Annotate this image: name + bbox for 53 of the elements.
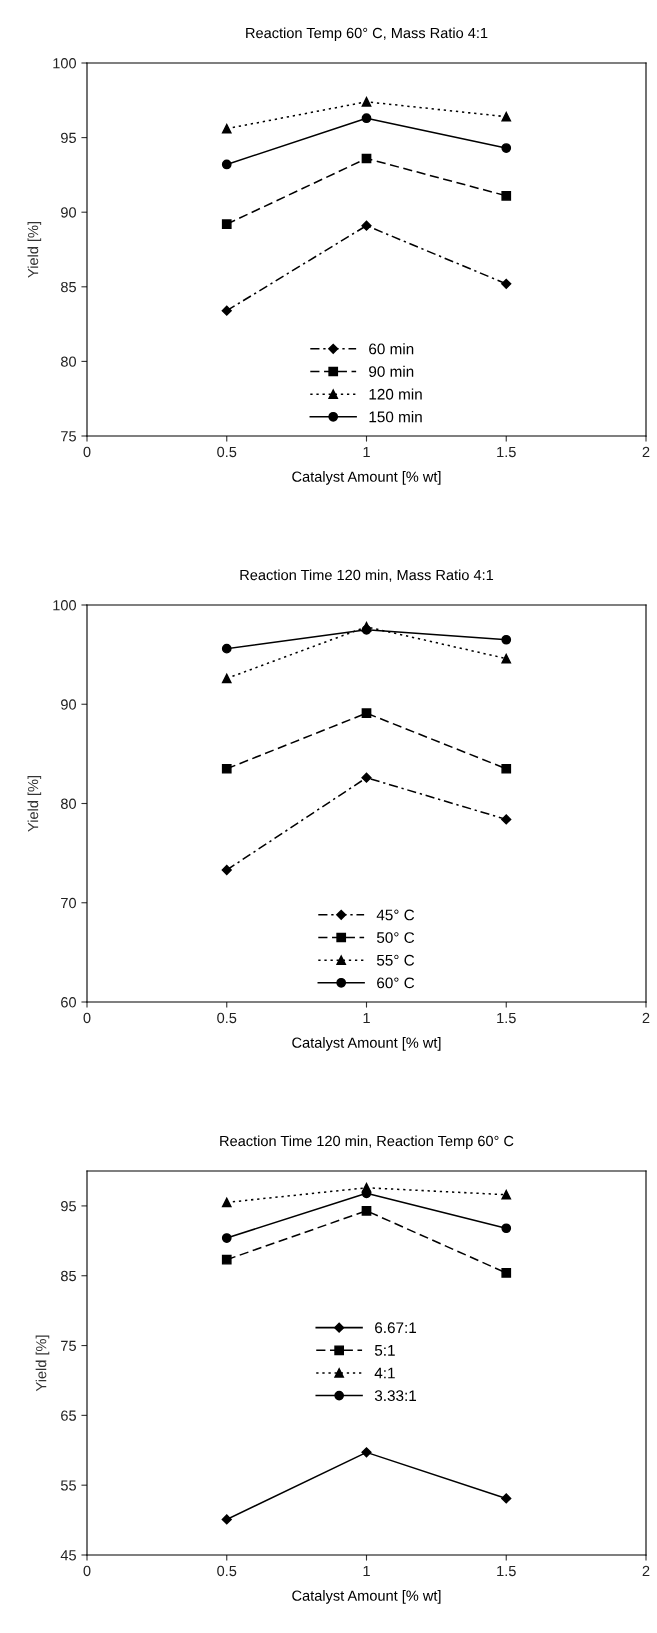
legend-label: 50° C bbox=[376, 932, 415, 943]
legend-label: 45° C bbox=[376, 909, 415, 921]
y-tick-label: 90 bbox=[61, 699, 77, 710]
y-tick-label: 80 bbox=[61, 356, 77, 367]
y-axis-title: Yield [%] bbox=[27, 222, 42, 278]
y-tick-label: 75 bbox=[61, 431, 76, 442]
y-tick-label: 100 bbox=[53, 58, 77, 69]
x-tick-label: 0 bbox=[83, 446, 91, 458]
chart-title: Reaction Time 120 min, Mass Ratio 4:1 bbox=[240, 569, 494, 582]
y-tick-label: 85 bbox=[61, 281, 76, 293]
legend-label: 150 min bbox=[369, 411, 422, 423]
legend-label: 4:1 bbox=[374, 1367, 395, 1379]
y-tick-label: 60 bbox=[61, 997, 77, 1008]
y-tick-label: 90 bbox=[61, 207, 77, 218]
x-tick-label: 1 bbox=[363, 1012, 370, 1023]
y-tick-label: 70 bbox=[61, 897, 77, 909]
legend-label: 60° C bbox=[377, 977, 415, 989]
x-tick-label: 0.5 bbox=[217, 446, 237, 458]
chart-title: Reaction Time 120 min, Reaction Temp 60° C bbox=[220, 1135, 514, 1150]
y-axis-title: Yield [%] bbox=[35, 1335, 50, 1392]
x-tick-label: 2 bbox=[642, 1012, 650, 1023]
x-axis-title: Catalyst Amount [% wt] bbox=[292, 1590, 441, 1604]
y-tick-label: 100 bbox=[53, 600, 77, 611]
x-tick-label: 1.5 bbox=[497, 1012, 516, 1024]
legend-label: 120 min bbox=[369, 388, 422, 400]
y-tick-label: 85 bbox=[61, 1270, 76, 1282]
y-tick-label: 65 bbox=[61, 1410, 76, 1421]
legend-label: 60 min bbox=[369, 343, 414, 355]
x-tick-label: 2 bbox=[642, 446, 650, 457]
y-axis-title: Yield [%] bbox=[27, 776, 42, 832]
x-tick-label: 0.5 bbox=[217, 1012, 237, 1024]
x-axis-title: Catalyst Amount [% wt] bbox=[292, 1037, 441, 1051]
y-tick-label: 55 bbox=[60, 1480, 76, 1491]
chart-title: Reaction Temp 60° C, Mass Ratio 4:1 bbox=[246, 27, 488, 42]
x-tick-label: 1 bbox=[363, 446, 370, 457]
x-tick-label: 0.5 bbox=[217, 1565, 237, 1577]
legend-label: 6.67:1 bbox=[375, 1322, 417, 1334]
y-tick-label: 95 bbox=[61, 132, 76, 144]
y-tick-label: 75 bbox=[61, 1340, 76, 1351]
legend-label: 5:1 bbox=[374, 1345, 395, 1356]
x-tick-label: 0 bbox=[83, 1565, 91, 1577]
x-tick-label: 2 bbox=[642, 1565, 650, 1576]
legend-label: 90 min bbox=[369, 365, 414, 377]
x-tick-label: 1.5 bbox=[497, 1565, 516, 1577]
legend-label: 3.33:1 bbox=[374, 1390, 417, 1402]
x-axis-title: Catalyst Amount [% wt] bbox=[292, 471, 441, 485]
x-tick-label: 1 bbox=[363, 1565, 370, 1576]
y-tick-label: 95 bbox=[61, 1201, 76, 1212]
legend-label: 55° C bbox=[376, 954, 415, 966]
x-tick-label: 0 bbox=[83, 1012, 91, 1024]
x-tick-label: 1.5 bbox=[497, 446, 516, 458]
y-tick-label: 45 bbox=[60, 1550, 76, 1561]
y-tick-label: 80 bbox=[61, 798, 77, 809]
